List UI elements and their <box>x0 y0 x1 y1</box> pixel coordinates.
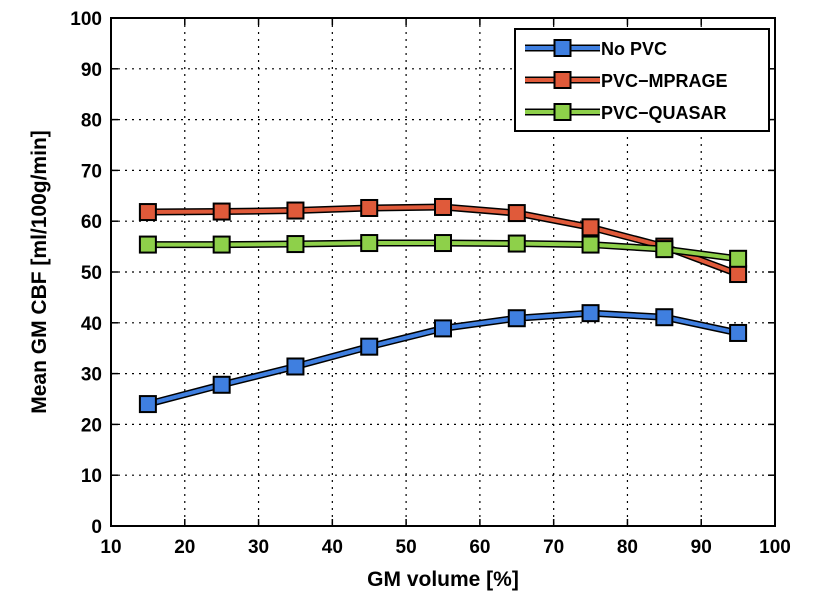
data-point <box>434 319 452 338</box>
y-tick-label: 40 <box>81 314 102 335</box>
legend-item: No PVC <box>525 39 667 59</box>
legend-label: No PVC <box>601 39 667 59</box>
y-tick-label: 0 <box>91 517 102 538</box>
y-tick-label: 10 <box>81 466 102 487</box>
series-2 <box>138 234 748 268</box>
x-tick-label: 30 <box>248 537 269 558</box>
data-point <box>138 235 157 254</box>
y-tick-label: 20 <box>81 415 102 436</box>
legend-marker <box>553 103 572 121</box>
data-point <box>581 304 600 323</box>
legend-marker <box>553 39 572 57</box>
y-tick-label: 60 <box>81 212 102 233</box>
data-point <box>581 218 600 237</box>
x-tick-label: 60 <box>469 537 490 558</box>
x-tick-label: 40 <box>322 537 343 558</box>
series-layer <box>138 197 748 414</box>
legend-item: PVC−MPRAGE <box>525 71 728 91</box>
data-point <box>434 197 452 216</box>
data-point <box>507 234 526 253</box>
x-tick-label: 70 <box>543 537 564 558</box>
data-point <box>360 234 379 253</box>
data-point <box>138 203 157 222</box>
data-point <box>655 308 674 327</box>
data-point <box>581 235 600 254</box>
data-point <box>212 202 231 221</box>
data-point <box>360 337 379 356</box>
data-point <box>212 235 231 254</box>
legend-label: PVC−QUASAR <box>601 103 727 123</box>
data-point <box>729 265 748 284</box>
y-tick-label: 80 <box>81 111 102 132</box>
data-point <box>138 395 157 414</box>
legend-label: PVC−MPRAGE <box>601 71 728 91</box>
ticks: 10 20 30 40 50 60 70 80 90 1000102030405060708090… <box>70 9 791 558</box>
data-point <box>286 201 305 220</box>
legend-marker <box>553 71 572 89</box>
y-tick-label: 90 <box>81 60 102 81</box>
x-tick-label: 90 <box>691 537 712 558</box>
data-point <box>286 235 305 254</box>
data-point <box>286 357 305 376</box>
x-tick-label: 100 <box>759 537 791 558</box>
y-tick-label: 70 <box>81 161 102 182</box>
data-point <box>507 204 526 223</box>
x-tick-label: 80 <box>617 537 638 558</box>
series-0 <box>138 304 748 414</box>
data-point <box>729 323 748 342</box>
data-point <box>655 240 674 259</box>
x-tick-label: 50 <box>396 537 417 558</box>
data-point <box>360 198 379 217</box>
data-point <box>507 309 526 328</box>
y-tick-label: 30 <box>81 365 102 386</box>
legend-item: PVC−QUASAR <box>525 103 727 123</box>
x-axis-label: GM volume [%] <box>367 568 519 591</box>
legend: No PVC PVC−MPRAGE PVC−QUASAR <box>514 28 770 132</box>
data-point <box>434 234 452 253</box>
y-tick-label: 50 <box>81 263 102 284</box>
data-point <box>729 249 748 268</box>
x-tick-label: 10 <box>100 537 121 558</box>
y-tick-label: 100 <box>70 9 102 30</box>
data-point <box>212 375 231 394</box>
y-axis-label: Mean GM CBF [ml/100g/min] <box>28 130 51 414</box>
x-tick-label: 20 <box>174 537 195 558</box>
series-1 <box>138 197 748 284</box>
